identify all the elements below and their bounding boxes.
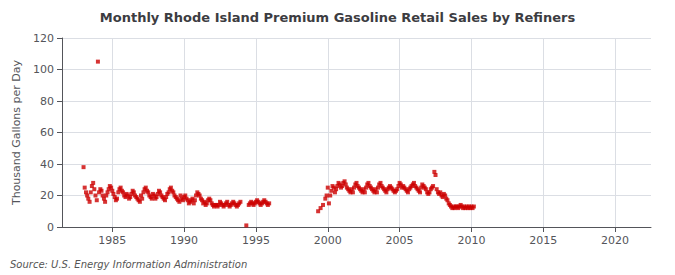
svg-text:0: 0	[47, 221, 54, 234]
svg-text:2020: 2020	[601, 234, 629, 247]
svg-text:2000: 2000	[314, 234, 342, 247]
svg-text:Source: U.S. Energy Informatio: Source: U.S. Energy Information Administ…	[10, 259, 247, 270]
svg-text:Thousand Gallons per Day: Thousand Gallons per Day	[10, 59, 23, 206]
svg-text:80: 80	[40, 95, 54, 108]
svg-text:2010: 2010	[457, 234, 485, 247]
svg-text:1985: 1985	[98, 234, 126, 247]
svg-text:2015: 2015	[529, 234, 557, 247]
svg-text:100: 100	[33, 63, 54, 76]
svg-text:60: 60	[40, 126, 54, 139]
svg-text:20: 20	[40, 189, 54, 202]
svg-text:1990: 1990	[170, 234, 198, 247]
svg-text:1995: 1995	[242, 234, 270, 247]
svg-text:2005: 2005	[386, 234, 414, 247]
svg-text:120: 120	[33, 32, 54, 45]
svg-text:40: 40	[40, 158, 54, 171]
svg-text:Monthly Rhode Island Premium G: Monthly Rhode Island Premium Gasoline Re…	[100, 10, 576, 25]
